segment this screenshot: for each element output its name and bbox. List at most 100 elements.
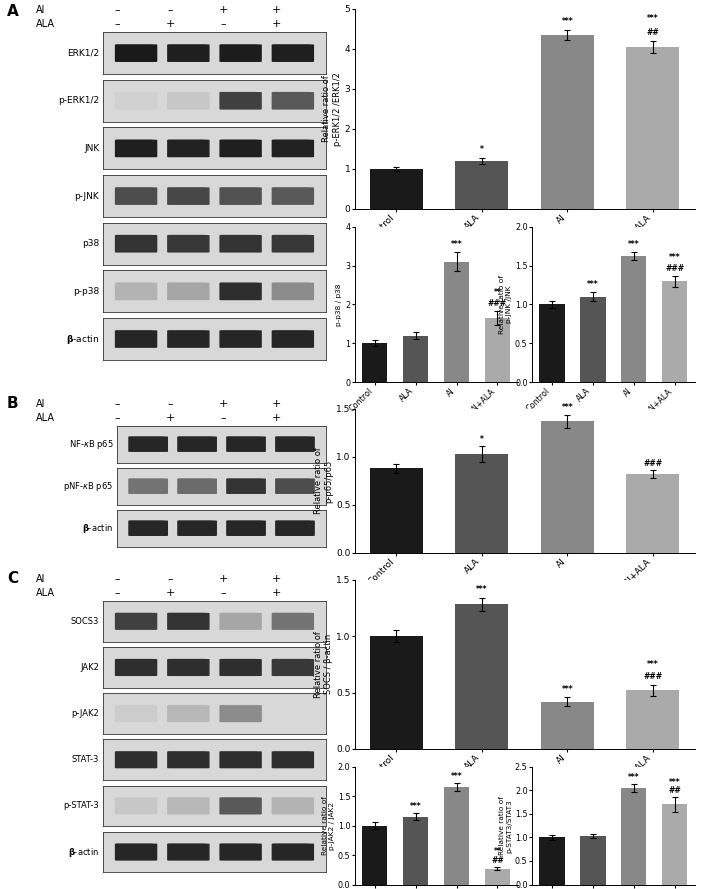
Bar — [580, 836, 605, 885]
FancyBboxPatch shape — [115, 613, 157, 630]
FancyBboxPatch shape — [115, 844, 157, 861]
FancyBboxPatch shape — [276, 478, 311, 481]
Bar — [541, 701, 594, 749]
Text: STAT-3: STAT-3 — [72, 756, 99, 765]
Text: $\bf\beta$-actin: $\bf\beta$-actin — [82, 522, 113, 534]
Text: $\bf\beta$-actin: $\bf\beta$-actin — [68, 845, 99, 859]
FancyBboxPatch shape — [219, 235, 262, 252]
Text: B: B — [7, 396, 18, 411]
FancyBboxPatch shape — [168, 44, 205, 47]
FancyBboxPatch shape — [178, 478, 213, 481]
FancyBboxPatch shape — [219, 844, 262, 861]
Text: JNK: JNK — [84, 144, 99, 153]
Text: +: + — [272, 412, 281, 422]
Text: ***: *** — [669, 252, 681, 261]
FancyBboxPatch shape — [129, 478, 163, 481]
FancyBboxPatch shape — [272, 283, 314, 300]
Text: **: ** — [493, 847, 501, 856]
Text: C: C — [7, 571, 18, 586]
Text: Al: Al — [36, 574, 45, 584]
Bar — [626, 47, 679, 209]
FancyBboxPatch shape — [167, 659, 210, 676]
FancyBboxPatch shape — [128, 436, 168, 452]
Text: +: + — [272, 399, 281, 409]
FancyBboxPatch shape — [167, 705, 210, 722]
FancyBboxPatch shape — [128, 520, 168, 536]
FancyBboxPatch shape — [167, 44, 210, 62]
Bar — [539, 304, 564, 382]
Text: ***: *** — [562, 17, 573, 26]
Bar — [403, 335, 428, 382]
FancyBboxPatch shape — [272, 235, 314, 252]
Y-axis label: Relative ratio of
p-JAK2 / JAK2: Relative ratio of p-JAK2 / JAK2 — [322, 797, 335, 855]
Bar — [539, 837, 564, 885]
Bar — [485, 869, 510, 885]
Text: ALA: ALA — [36, 588, 55, 597]
FancyBboxPatch shape — [272, 705, 314, 722]
FancyBboxPatch shape — [116, 92, 152, 95]
FancyBboxPatch shape — [219, 140, 262, 157]
Text: ***: *** — [669, 778, 681, 787]
Bar — [626, 474, 679, 553]
FancyBboxPatch shape — [220, 844, 257, 846]
Text: +: + — [218, 5, 228, 15]
Text: +: + — [165, 19, 175, 28]
FancyBboxPatch shape — [177, 436, 217, 452]
Bar — [370, 169, 423, 209]
Y-axis label: Relative ratio of
p-JNK /JNK: Relative ratio of p-JNK /JNK — [499, 275, 512, 334]
FancyBboxPatch shape — [220, 44, 257, 47]
Text: ***: *** — [451, 772, 462, 781]
FancyBboxPatch shape — [168, 797, 205, 800]
Bar — [455, 161, 508, 209]
FancyBboxPatch shape — [168, 705, 205, 709]
FancyBboxPatch shape — [116, 751, 152, 755]
Text: p-JNK: p-JNK — [74, 192, 99, 201]
FancyBboxPatch shape — [168, 187, 205, 190]
FancyBboxPatch shape — [273, 705, 309, 709]
Text: Al: Al — [36, 5, 45, 15]
Text: ###: ### — [488, 299, 507, 308]
FancyBboxPatch shape — [273, 187, 309, 190]
FancyBboxPatch shape — [272, 797, 314, 814]
Text: ***: *** — [628, 773, 640, 781]
FancyBboxPatch shape — [219, 797, 262, 814]
FancyBboxPatch shape — [219, 705, 262, 722]
FancyBboxPatch shape — [219, 188, 262, 205]
FancyBboxPatch shape — [273, 44, 309, 47]
Bar — [580, 297, 605, 382]
FancyBboxPatch shape — [273, 283, 309, 285]
FancyBboxPatch shape — [115, 44, 157, 62]
Text: –: – — [167, 574, 173, 584]
FancyBboxPatch shape — [220, 283, 257, 285]
Text: ***: *** — [628, 240, 640, 249]
FancyBboxPatch shape — [168, 235, 205, 238]
FancyBboxPatch shape — [273, 235, 309, 238]
FancyBboxPatch shape — [167, 283, 210, 300]
FancyBboxPatch shape — [167, 797, 210, 814]
FancyBboxPatch shape — [167, 844, 210, 861]
Text: –: – — [114, 19, 120, 28]
Bar — [362, 826, 387, 885]
FancyBboxPatch shape — [168, 92, 205, 95]
FancyBboxPatch shape — [168, 844, 205, 846]
FancyBboxPatch shape — [272, 659, 314, 676]
FancyBboxPatch shape — [168, 613, 205, 616]
Text: ***: *** — [587, 280, 598, 289]
FancyBboxPatch shape — [219, 330, 262, 348]
FancyBboxPatch shape — [273, 751, 309, 755]
Text: +: + — [272, 5, 281, 15]
Bar — [455, 605, 508, 749]
FancyBboxPatch shape — [116, 330, 152, 333]
FancyBboxPatch shape — [115, 751, 157, 768]
Text: ***: *** — [410, 802, 421, 811]
Text: –: – — [220, 412, 226, 422]
Bar — [626, 690, 679, 749]
Bar — [662, 281, 688, 382]
Bar — [370, 636, 423, 749]
FancyBboxPatch shape — [273, 797, 309, 800]
Text: +: + — [218, 399, 228, 409]
Y-axis label: Relative ratio of
SOCS / β-actin: Relative ratio of SOCS / β-actin — [314, 631, 333, 698]
Bar — [662, 805, 688, 885]
FancyBboxPatch shape — [167, 235, 210, 252]
FancyBboxPatch shape — [272, 188, 314, 205]
